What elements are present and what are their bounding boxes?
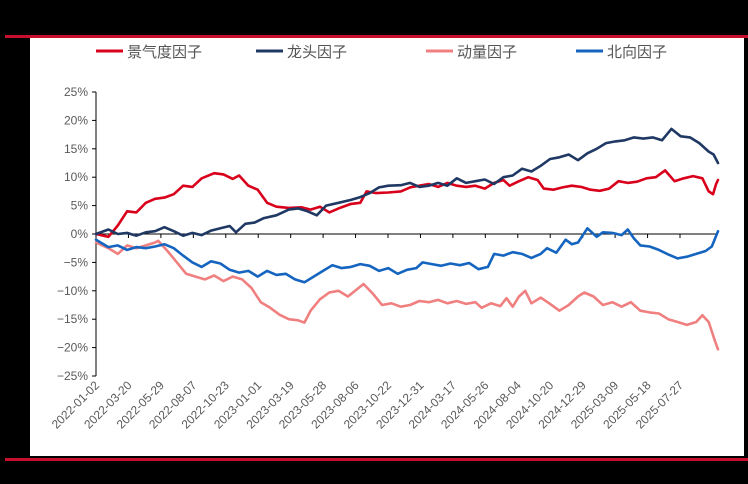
series-line-0: [94, 169, 720, 239]
legend-label: 龙头因子: [287, 43, 347, 61]
y-tick-label: −15%: [57, 312, 88, 326]
y-tick-label: −25%: [57, 369, 88, 383]
y-tick-label: 5%: [71, 199, 89, 213]
legend-item[interactable]: 北向因子: [576, 43, 667, 61]
legend-label: 动量因子: [457, 43, 517, 61]
y-tick-label: 25%: [64, 85, 88, 99]
legend-item[interactable]: 动量因子: [426, 43, 517, 61]
bottom-divider-rule: [5, 458, 748, 461]
x-axis: 2022-01-022022-03-202022-05-292022-08-07…: [49, 233, 718, 432]
y-tick-label: 20%: [64, 113, 88, 127]
y-tick-label: −10%: [57, 284, 88, 298]
line-chart: 景气度因子 龙头因子 动量因子 北向因子 25% 20% 15% 10% 5% 0% −5% −10…: [49, 43, 720, 432]
chart-panel: 景气度因子 龙头因子 动量因子 北向因子 25% 20% 15% 10% 5% 0% −5% −10…: [30, 38, 744, 456]
y-tick-label: 10%: [64, 170, 88, 184]
y-tick-label: 0%: [71, 227, 89, 241]
chart-series: [94, 127, 720, 351]
y-tick-label: −20%: [57, 341, 88, 355]
series-line-2: [94, 239, 720, 351]
series-line-1: [94, 127, 720, 237]
legend-item[interactable]: 景气度因子: [96, 43, 202, 61]
chart-legend: 景气度因子 龙头因子 动量因子 北向因子: [96, 43, 667, 61]
top-divider-rule: [5, 35, 748, 38]
y-tick-label: −5%: [64, 255, 89, 269]
series-line-3: [94, 227, 720, 284]
y-axis: 25% 20% 15% 10% 5% 0% −5% −10% −15% −20% −25%: [57, 85, 97, 383]
legend-item[interactable]: 龙头因子: [256, 43, 347, 61]
legend-label: 北向因子: [607, 43, 667, 61]
legend-label: 景气度因子: [127, 43, 202, 61]
y-tick-label: 15%: [64, 142, 88, 156]
